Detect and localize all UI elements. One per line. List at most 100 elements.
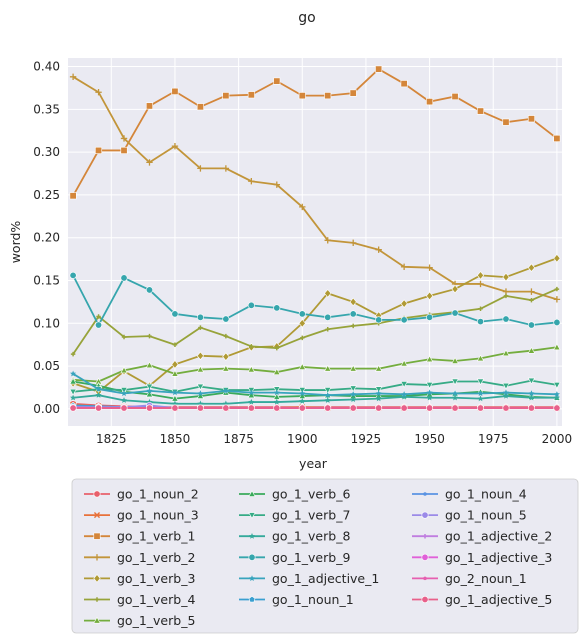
- plot-area: [68, 58, 562, 426]
- data-point: [502, 315, 510, 323]
- data-point: [349, 385, 357, 393]
- data-point: [375, 404, 383, 412]
- data-point: [502, 349, 510, 357]
- data-point: [273, 304, 281, 312]
- data-point: [400, 316, 408, 324]
- x-axis-label: year: [299, 456, 328, 471]
- data-point: [502, 392, 510, 399]
- series-go_1_adjective_1: [70, 370, 560, 398]
- data-point: [95, 386, 102, 392]
- legend-item: go_1_verb_4: [84, 592, 195, 607]
- data-point: [426, 98, 434, 106]
- legend-label: go_1_noun_5: [445, 508, 527, 523]
- data-point: [145, 102, 153, 110]
- data-point: [121, 334, 127, 340]
- series-line: [72, 380, 557, 400]
- data-point: [69, 388, 77, 396]
- data-point: [70, 370, 77, 377]
- data-point: [273, 389, 280, 396]
- data-point: [502, 404, 510, 412]
- data-point: [171, 404, 179, 412]
- data-point: [451, 378, 459, 386]
- series-line: [73, 346, 558, 383]
- data-point: [95, 146, 103, 154]
- data-point: [145, 383, 154, 391]
- legend-item: go_1_noun_4: [412, 487, 527, 502]
- data-point: [400, 80, 408, 88]
- data-point: [222, 92, 230, 100]
- series-layer: [69, 65, 561, 412]
- data-point: [400, 299, 408, 308]
- series-go_1_verb_4: [70, 286, 560, 357]
- series-line: [72, 68, 558, 197]
- data-point: [554, 286, 560, 292]
- x-tick-label: 1825: [96, 432, 127, 446]
- data-point: [222, 404, 230, 412]
- legend-label: go_1_adjective_5: [445, 592, 552, 607]
- series-line: [72, 373, 557, 397]
- legend-label: go_1_adjective_1: [272, 571, 379, 586]
- data-point: [349, 89, 357, 97]
- legend-item: go_1_verb_5: [84, 613, 195, 628]
- legend-label: go_1_verb_4: [117, 592, 195, 607]
- series-line: [72, 257, 558, 393]
- data-point: [350, 323, 356, 329]
- data-point: [527, 377, 536, 385]
- data-point: [69, 271, 77, 279]
- legend-marker: [93, 532, 101, 540]
- data-point: [528, 288, 535, 295]
- data-point: [120, 390, 128, 397]
- data-point: [324, 92, 332, 100]
- series-go_1_verb_2: [69, 73, 561, 303]
- data-point: [120, 146, 128, 154]
- data-point: [452, 394, 459, 401]
- data-point: [222, 387, 229, 394]
- data-point: [145, 361, 154, 369]
- data-point: [247, 365, 256, 373]
- data-point: [145, 404, 153, 412]
- data-point: [120, 135, 128, 142]
- data-point: [146, 159, 153, 166]
- y-tick-label: 0.40: [33, 60, 60, 74]
- y-tick-label: 0.30: [33, 145, 60, 159]
- data-point: [527, 263, 536, 272]
- legend-marker: [421, 511, 429, 519]
- data-point: [426, 394, 433, 401]
- data-point: [527, 346, 536, 354]
- y-tick-label: 0.00: [33, 402, 60, 416]
- data-point: [425, 291, 434, 301]
- legend-label: go_1_noun_3: [117, 508, 199, 523]
- data-point: [426, 404, 434, 412]
- data-point: [171, 142, 179, 150]
- data-point: [349, 297, 357, 307]
- data-point: [95, 321, 103, 329]
- data-point: [247, 301, 255, 309]
- legend-item: go_1_verb_2: [84, 550, 195, 565]
- legend-item: go_1_noun_1: [239, 592, 354, 607]
- data-point: [527, 404, 535, 412]
- data-point: [477, 404, 485, 412]
- data-point: [196, 383, 205, 391]
- data-point: [477, 280, 484, 288]
- data-point: [171, 389, 178, 396]
- data-point: [249, 344, 254, 349]
- data-point: [451, 357, 459, 364]
- y-axis-label: word%: [8, 221, 23, 264]
- data-point: [502, 272, 510, 282]
- data-point: [476, 354, 485, 362]
- legend-marker: [93, 512, 101, 519]
- data-point: [502, 118, 510, 126]
- data-point: [273, 368, 281, 375]
- legend-label: go_1_adjective_3: [445, 550, 552, 565]
- series-go_1_verb_9: [69, 271, 561, 329]
- data-point: [299, 397, 306, 404]
- series-line: [72, 394, 557, 405]
- data-point: [324, 387, 332, 394]
- data-point: [120, 404, 128, 412]
- legend-box: [71, 478, 579, 634]
- data-point: [451, 404, 459, 412]
- data-point: [426, 313, 434, 321]
- data-point: [425, 382, 434, 389]
- legend-marker: [421, 553, 429, 561]
- legend-marker: [248, 575, 256, 581]
